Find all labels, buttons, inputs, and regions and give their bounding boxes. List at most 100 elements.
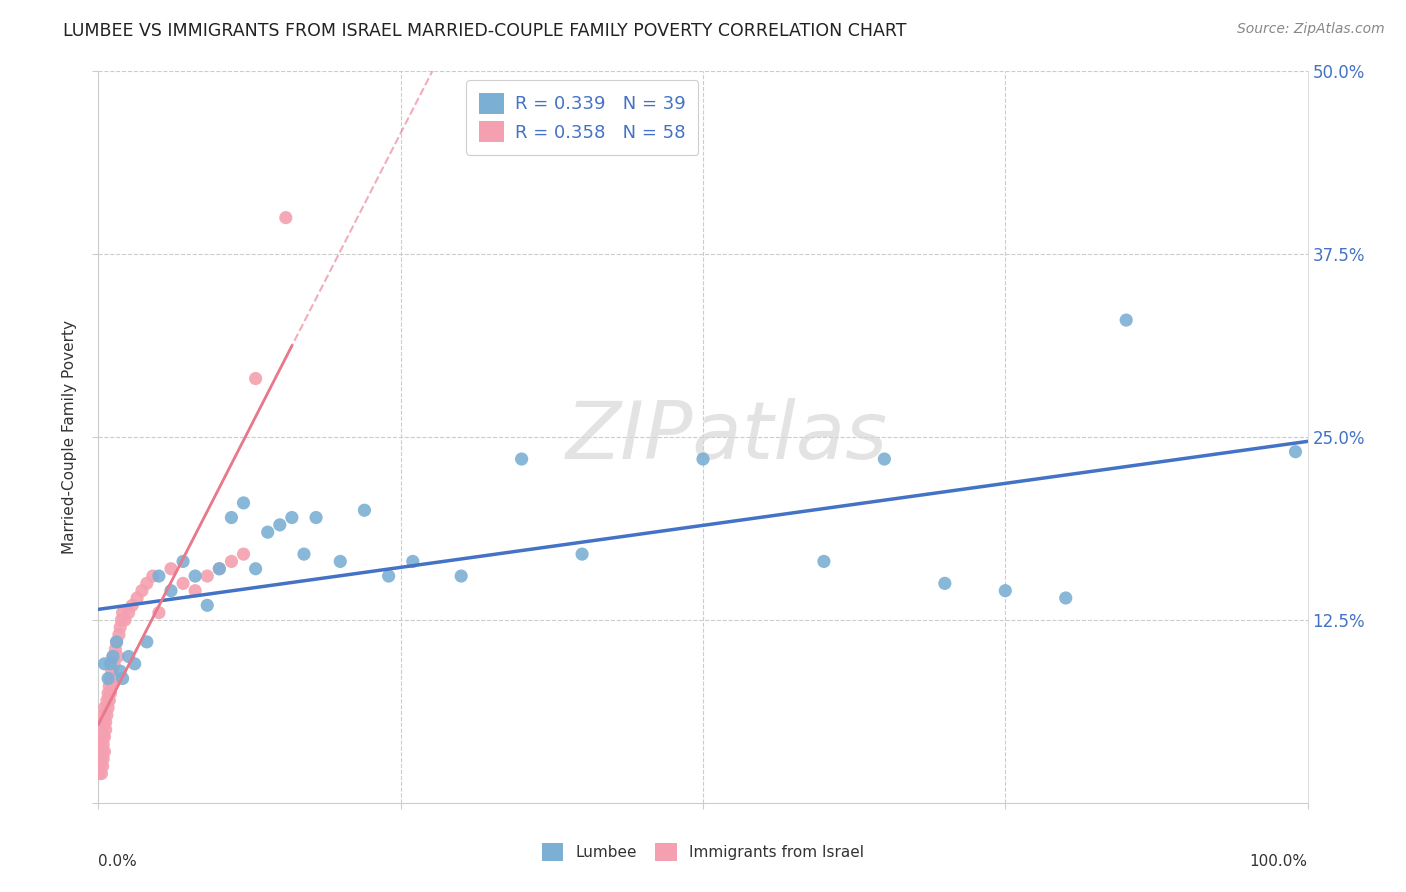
Point (402, 554, 425, 568)
Point (256, 525, 278, 540)
Point (111, 672, 134, 686)
Point (121, 599, 143, 613)
Point (305, 510, 328, 524)
Text: Source: ZipAtlas.com: Source: ZipAtlas.com (1237, 22, 1385, 37)
Point (105, 635, 128, 649)
Point (100, 664, 122, 678)
Point (131, 583, 153, 598)
Point (94, 715, 117, 730)
Point (232, 496, 254, 510)
Point (184, 569, 207, 583)
Text: 0.0%: 0.0% (98, 854, 138, 869)
Point (208, 562, 231, 576)
Point (135, 576, 157, 591)
Point (1115, 313, 1137, 327)
Point (873, 452, 896, 467)
Point (108, 627, 131, 641)
Point (232, 547, 254, 561)
Point (1284, 444, 1306, 458)
Point (97, 672, 120, 686)
Point (93, 745, 115, 759)
Point (127, 591, 149, 605)
Point (101, 672, 124, 686)
Point (160, 583, 183, 598)
Point (100, 686, 122, 700)
Point (96, 693, 118, 707)
Point (1054, 591, 1077, 605)
Point (934, 576, 956, 591)
Point (377, 569, 399, 583)
Point (100, 672, 122, 686)
Point (571, 547, 593, 561)
Point (97, 700, 120, 714)
Point (90, 766, 112, 780)
Point (107, 649, 129, 664)
Point (91, 715, 114, 730)
Point (94, 723, 117, 737)
Point (148, 606, 170, 620)
Point (510, 452, 533, 467)
Point (110, 613, 132, 627)
Point (89, 745, 111, 759)
Point (221, 554, 243, 568)
Point (269, 517, 291, 532)
Point (124, 657, 146, 671)
Point (135, 635, 157, 649)
Point (245, 562, 267, 576)
Text: LUMBEE VS IMMIGRANTS FROM ISRAEL MARRIED-COUPLE FAMILY POVERTY CORRELATION CHART: LUMBEE VS IMMIGRANTS FROM ISRAEL MARRIED… (63, 22, 907, 40)
Point (160, 562, 183, 576)
Point (89, 759, 111, 773)
Point (101, 649, 124, 664)
Point (98, 679, 121, 693)
Point (87, 759, 110, 773)
Point (274, 211, 297, 225)
Point (813, 554, 835, 568)
Point (89, 766, 111, 780)
Point (329, 554, 352, 568)
Point (93, 700, 115, 714)
Point (245, 371, 267, 385)
Point (221, 510, 243, 524)
Point (103, 657, 125, 671)
Point (148, 569, 170, 583)
Point (100, 679, 122, 693)
Point (93, 708, 115, 723)
Point (91, 759, 114, 773)
Point (104, 642, 127, 657)
Point (108, 664, 131, 678)
Point (91, 737, 114, 751)
Point (91, 745, 114, 759)
Text: 100.0%: 100.0% (1250, 854, 1308, 869)
Legend: Lumbee, Immigrants from Israel: Lumbee, Immigrants from Israel (534, 836, 872, 868)
Point (108, 620, 131, 634)
Point (91, 752, 114, 766)
Point (281, 510, 304, 524)
Point (90, 737, 112, 751)
Point (96, 708, 118, 723)
Point (172, 576, 194, 591)
Point (172, 554, 194, 568)
Point (93, 657, 115, 671)
Point (90, 752, 112, 766)
Point (195, 599, 218, 613)
Point (97, 686, 120, 700)
Point (208, 562, 231, 576)
Point (450, 569, 472, 583)
Point (692, 452, 714, 467)
Y-axis label: Married-Couple Family Poverty: Married-Couple Family Poverty (62, 320, 77, 554)
Point (105, 635, 128, 649)
Point (142, 569, 165, 583)
Point (114, 613, 136, 627)
Point (994, 583, 1017, 598)
Point (93, 730, 115, 744)
Point (91, 730, 114, 744)
Point (98, 693, 121, 707)
Point (100, 657, 122, 671)
Point (195, 569, 218, 583)
Point (111, 606, 134, 620)
Point (101, 649, 124, 664)
Point (184, 583, 207, 598)
Point (118, 649, 141, 664)
Point (353, 503, 375, 517)
Point (91, 723, 114, 737)
